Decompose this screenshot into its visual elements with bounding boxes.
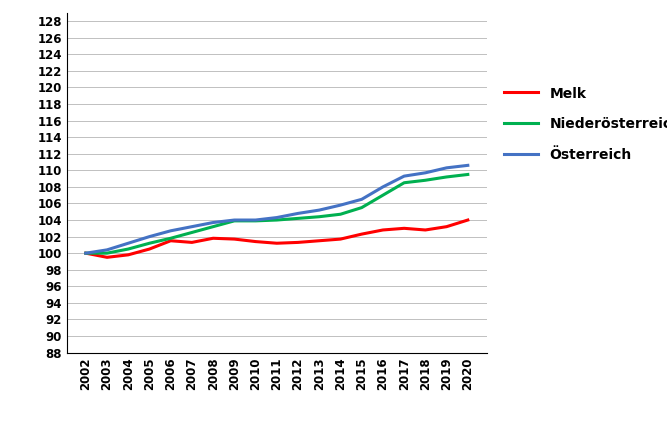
Melk [464,218,472,223]
Niederösterreich [230,218,238,224]
Niederösterreich [167,236,175,241]
Niederösterreich [422,178,430,183]
Niederösterreich [336,212,344,217]
Melk [103,255,111,260]
Österreich [251,218,259,223]
Line: Melk: Melk [86,220,468,257]
Niederösterreich [294,216,302,221]
Niederösterreich [188,230,196,235]
Österreich [336,203,344,208]
Niederösterreich [273,218,281,223]
Österreich [124,241,132,246]
Melk [145,246,153,252]
Melk [251,239,259,244]
Niederösterreich [443,175,451,180]
Niederösterreich [315,214,323,219]
Legend: Melk, Niederösterreich, Österreich: Melk, Niederösterreich, Österreich [498,81,667,167]
Line: Österreich: Österreich [86,166,468,253]
Melk [422,227,430,233]
Melk [400,226,408,231]
Melk [209,236,217,241]
Österreich [103,247,111,252]
Niederösterreich [82,251,90,256]
Niederösterreich [358,205,366,210]
Melk [188,240,196,245]
Österreich [188,224,196,229]
Österreich [358,197,366,202]
Österreich [167,228,175,233]
Melk [167,238,175,243]
Österreich [422,170,430,175]
Melk [379,227,387,233]
Niederösterreich [251,218,259,224]
Österreich [82,251,90,256]
Niederösterreich [379,193,387,198]
Österreich [315,208,323,213]
Melk [124,252,132,258]
Melk [82,251,90,256]
Melk [336,237,344,242]
Österreich [400,174,408,179]
Niederösterreich [124,246,132,252]
Österreich [379,184,387,190]
Österreich [145,234,153,239]
Niederösterreich [145,241,153,246]
Melk [358,231,366,236]
Niederösterreich [400,180,408,185]
Österreich [464,163,472,168]
Österreich [273,215,281,220]
Melk [443,224,451,229]
Österreich [230,218,238,223]
Niederösterreich [464,172,472,177]
Line: Niederösterreich: Niederösterreich [86,175,468,253]
Österreich [443,165,451,170]
Melk [230,237,238,242]
Österreich [294,211,302,216]
Niederösterreich [209,224,217,229]
Melk [294,240,302,245]
Österreich [209,220,217,225]
Niederösterreich [103,251,111,256]
Melk [315,238,323,243]
Melk [273,241,281,246]
